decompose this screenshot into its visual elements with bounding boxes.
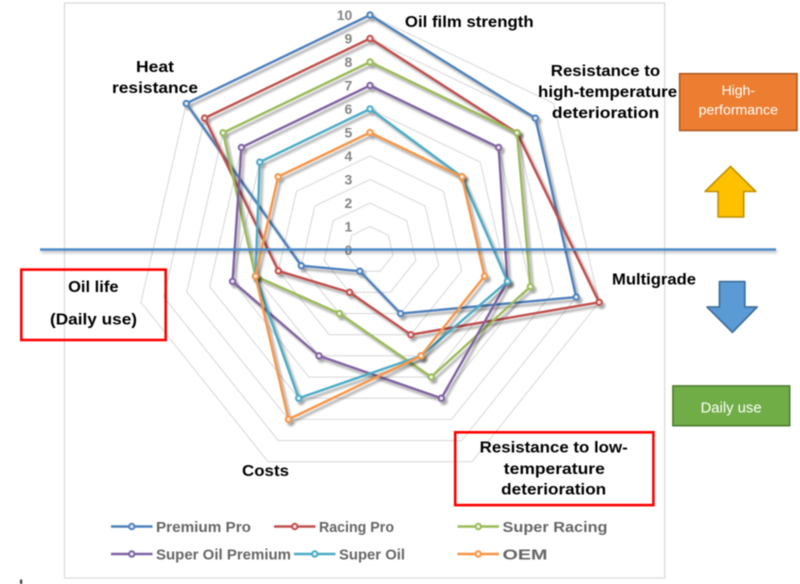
svg-text:deterioration: deterioration [501,482,606,499]
svg-text:Super Oil: Super Oil [339,546,405,563]
svg-text:Heat: Heat [136,59,175,76]
svg-text:Racing Pro: Racing Pro [319,519,394,536]
svg-text:Resistance to: Resistance to [551,63,661,80]
svg-text:Oil life: Oil life [68,279,118,296]
svg-text:Super Racing: Super Racing [503,519,608,536]
svg-text:High-: High- [722,82,756,98]
svg-text:9: 9 [345,31,353,47]
svg-text:6: 6 [345,101,353,117]
svg-text:Costs: Costs [242,463,289,480]
svg-text:deterioration: deterioration [552,105,659,122]
svg-text:performance: performance [699,102,779,118]
svg-text:8: 8 [345,54,353,70]
svg-text:high-temperature: high-temperature [538,84,677,101]
svg-text:4: 4 [345,148,353,164]
svg-text:temperature: temperature [504,461,605,478]
svg-text:(Daily use): (Daily use) [50,312,137,329]
svg-text:5: 5 [345,125,353,141]
svg-text:7: 7 [345,78,353,94]
svg-text:Multigrade: Multigrade [612,272,696,289]
svg-text:OEM: OEM [503,546,548,563]
svg-text:1: 1 [345,219,353,235]
svg-text:Super Oil Premium: Super Oil Premium [156,546,291,563]
svg-text:2: 2 [345,195,353,211]
svg-text:3: 3 [345,172,353,188]
svg-text:Oil film strength: Oil film strength [405,14,534,31]
svg-text:Premium Pro: Premium Pro [156,519,251,536]
svg-text:Daily use: Daily use [701,400,762,417]
svg-text:Resistance to low-: Resistance to low- [480,440,628,457]
svg-text:10: 10 [337,7,353,23]
svg-text:resistance: resistance [112,80,198,97]
